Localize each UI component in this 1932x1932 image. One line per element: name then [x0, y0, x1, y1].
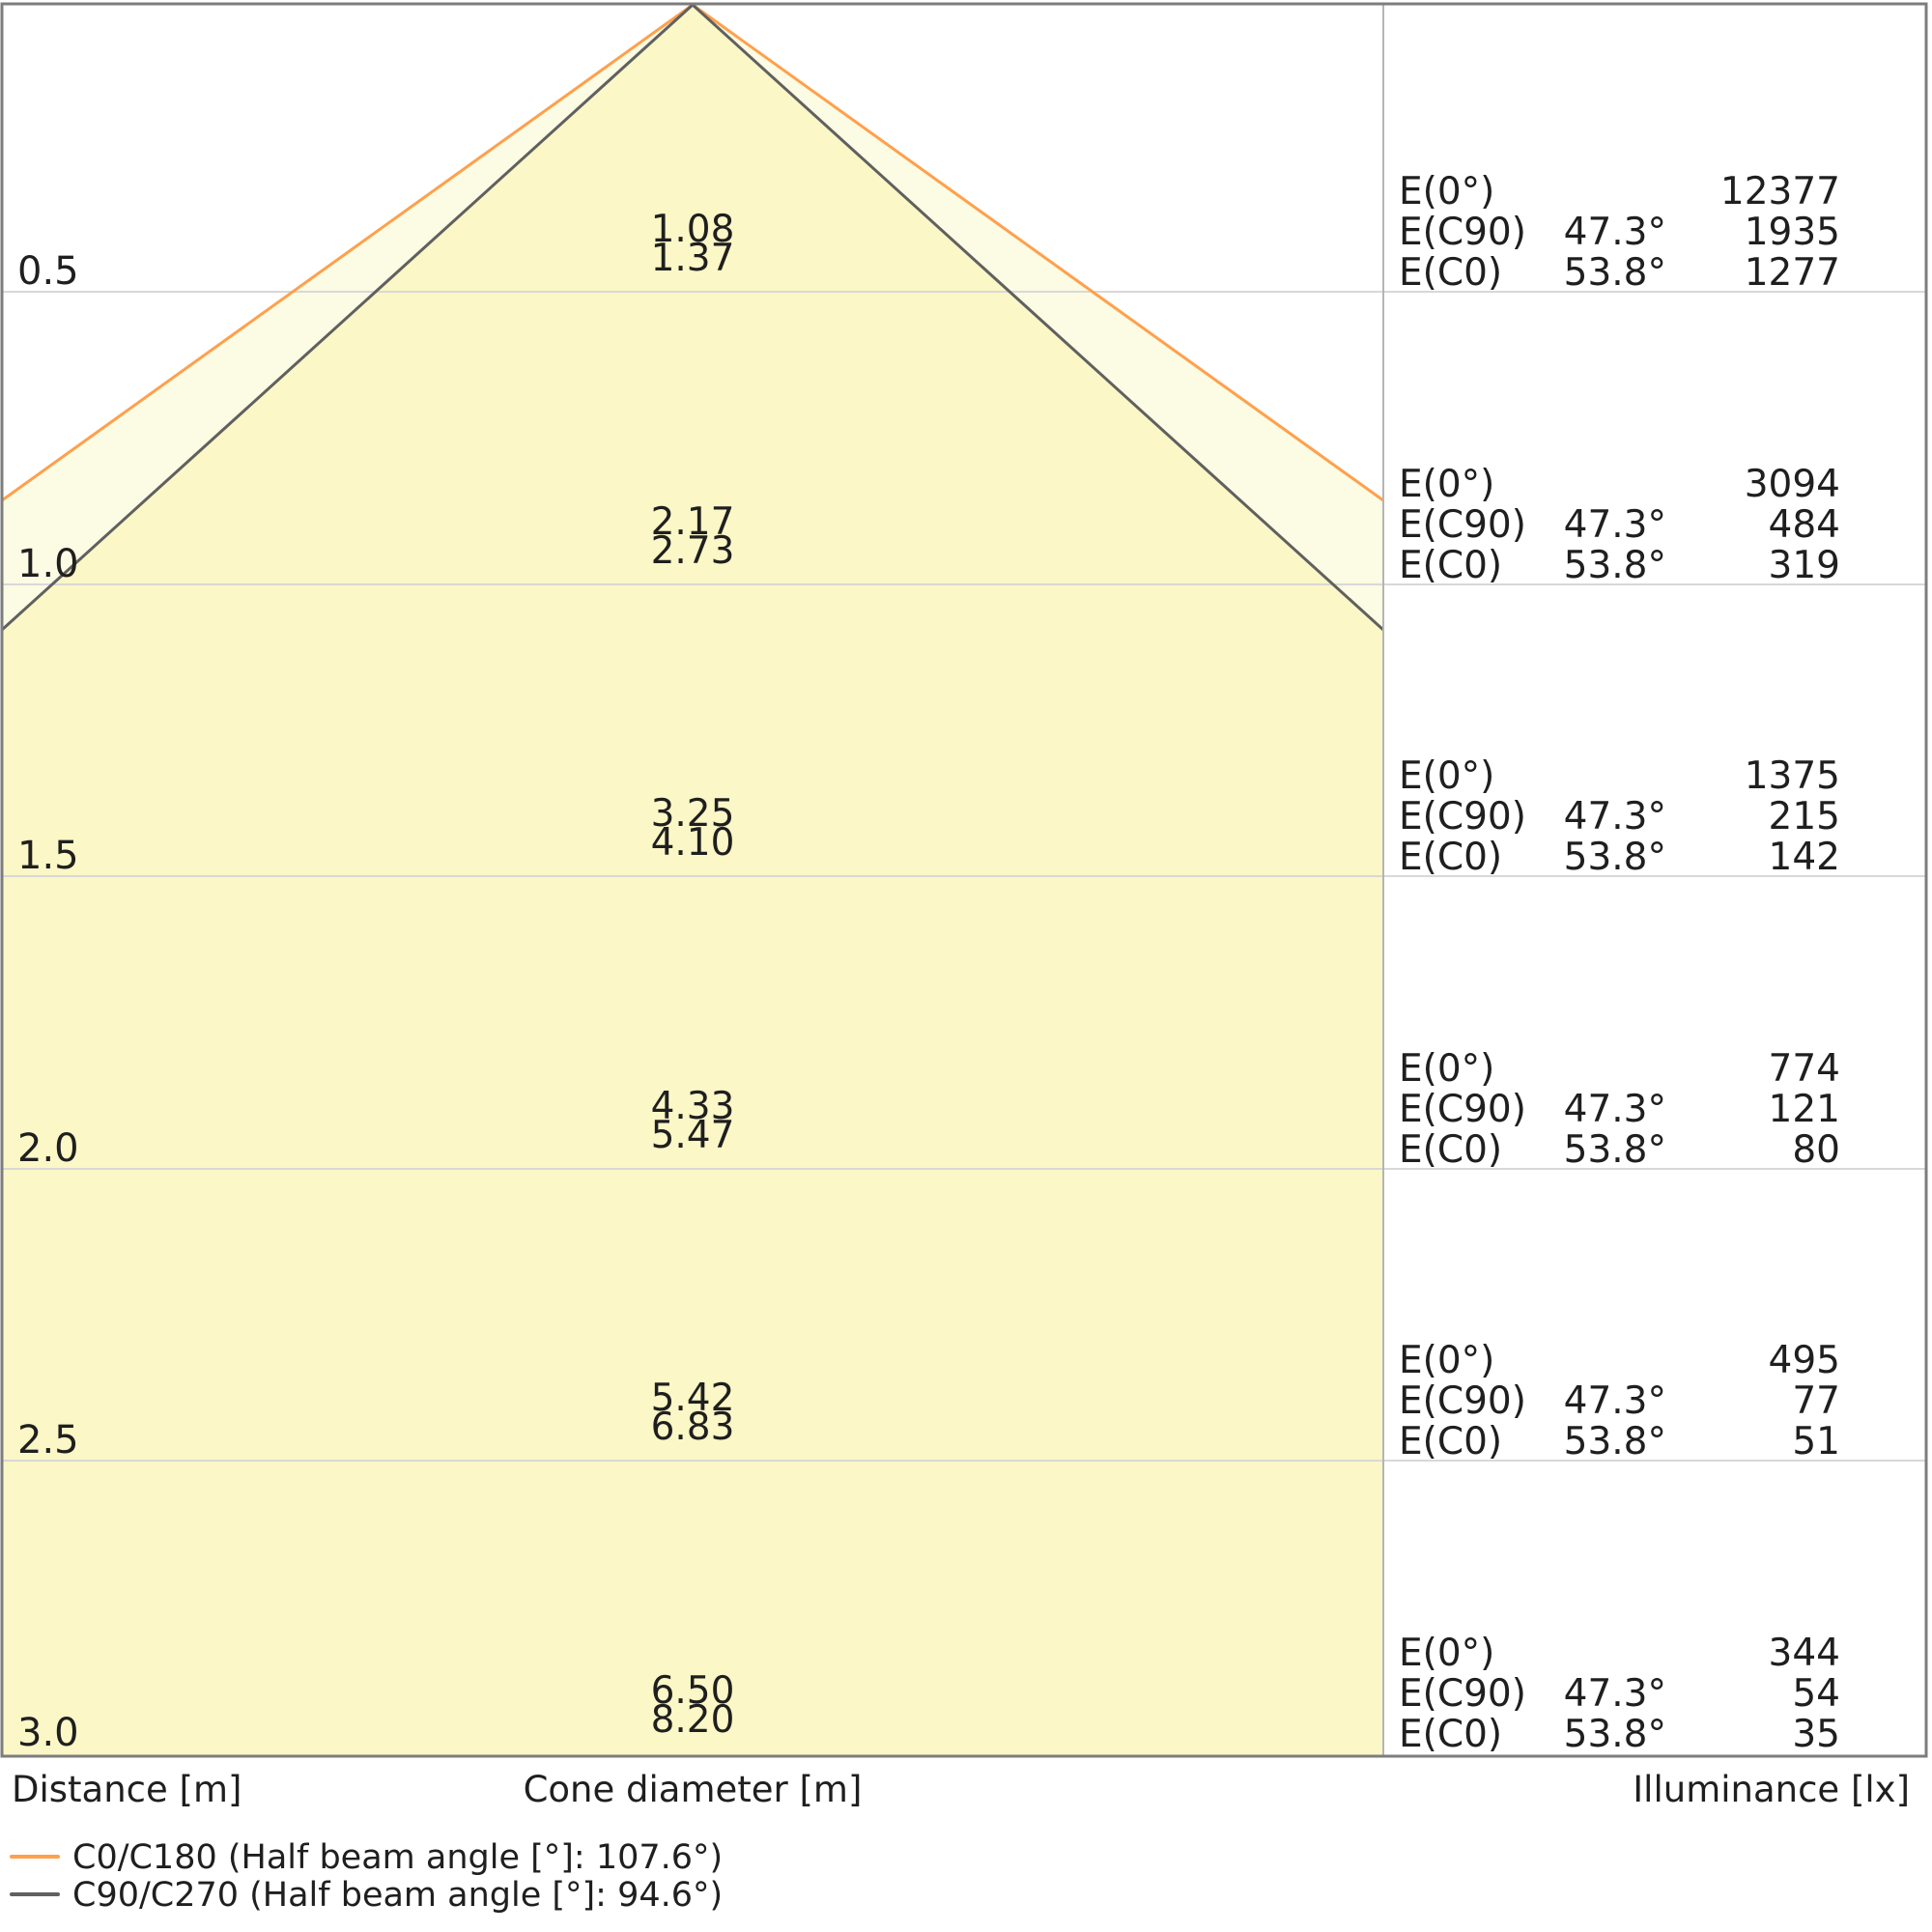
distance-label: 1.5	[17, 834, 79, 878]
cone-diameter-c90-label: 2.17	[650, 500, 735, 544]
ec0-angle: 53.8°	[1563, 1420, 1666, 1463]
cone-diameter-c90-label: 1.08	[650, 208, 735, 251]
e0-value: 1375	[1744, 754, 1840, 798]
e0-label: E(0°)	[1399, 1047, 1495, 1091]
cone-diameter-c0-label: 1.37	[650, 237, 735, 280]
e0-value: 495	[1768, 1339, 1840, 1382]
ec0-value: 1277	[1744, 251, 1840, 295]
c0-beam-lines	[1, 3, 1384, 502]
ec0-label: E(C0)	[1399, 544, 1503, 587]
distance-label: 2.0	[17, 1126, 79, 1171]
ec0-angle: 53.8°	[1563, 251, 1666, 295]
e0-value: 344	[1768, 1632, 1840, 1675]
cone-diameter-c90-label: 4.33	[650, 1085, 735, 1128]
e0-value: 3094	[1744, 463, 1840, 506]
cone-diameter-c0-label: 6.83	[650, 1406, 735, 1449]
c0-beam-line-left	[1, 3, 694, 502]
ec0-angle: 53.8°	[1563, 544, 1666, 587]
ec90-angle: 47.3°	[1563, 1672, 1666, 1716]
ec90-label: E(C90)	[1399, 795, 1526, 838]
cone-diameter-axis-label: Cone diameter [m]	[523, 1769, 863, 1810]
ec90-value: 54	[1792, 1672, 1840, 1716]
ec90-value: 77	[1792, 1379, 1840, 1423]
illuminance-block: E(0°) 12377 E(C90) 47.3° 1935 E(C0) 53.8° 127…	[1383, 168, 1927, 295]
ec90-value: 121	[1768, 1088, 1840, 1131]
e0-value: 774	[1768, 1047, 1840, 1091]
cone-diameter-c0-label: 8.20	[650, 1698, 735, 1742]
illuminance-block: E(0°) 1375 E(C90) 47.3° 215 E(C0) 53.8° 142	[1383, 753, 1927, 879]
legend-line-c0-icon	[10, 1855, 60, 1859]
distance-label: 2.5	[17, 1418, 79, 1463]
ec90-value: 1935	[1744, 211, 1840, 254]
legend-label-c90: C90/C270 (Half beam angle [°]: 94.6°)	[72, 1876, 724, 1915]
c90-beam-lines	[0, 3, 1385, 632]
cone-diameter-c90-label: 6.50	[650, 1669, 735, 1713]
e0-label: E(0°)	[1399, 1632, 1495, 1675]
ec90-value: 484	[1768, 503, 1840, 547]
ec90-angle: 47.3°	[1563, 503, 1666, 547]
illuminance-block: E(0°) 774 E(C90) 47.3° 121 E(C0) 53.8° 80	[1383, 1045, 1927, 1172]
ec0-value: 35	[1792, 1713, 1840, 1756]
distance-label: 3.0	[17, 1711, 79, 1755]
chart-border	[0, 2, 1928, 1758]
gridlines	[2, 291, 1927, 1462]
legend-line-c90-icon	[10, 1892, 60, 1896]
cone-diameter-c0-label: 5.47	[650, 1114, 735, 1157]
ec0-angle: 53.8°	[1563, 836, 1666, 879]
e0-label: E(0°)	[1399, 170, 1495, 213]
ec0-value: 142	[1768, 836, 1840, 879]
cone-diameter-c90-label: 5.42	[650, 1377, 735, 1420]
cone-diameter-c0-label: 2.73	[650, 529, 735, 573]
distance-label: 1.0	[17, 542, 79, 586]
ec90-angle: 47.3°	[1563, 1379, 1666, 1423]
distance-axis-label: Distance [m]	[12, 1769, 242, 1810]
ec90-label: E(C90)	[1399, 211, 1526, 254]
c90-beam-line-right	[691, 3, 1385, 632]
ec90-label: E(C90)	[1399, 1088, 1526, 1131]
cone-diameter-c90-label: 3.25	[650, 792, 735, 836]
ec90-angle: 47.3°	[1563, 1088, 1666, 1131]
ec90-angle: 47.3°	[1563, 795, 1666, 838]
c90-beam-line-left	[0, 3, 695, 632]
ec0-value: 319	[1768, 544, 1840, 587]
e0-label: E(0°)	[1399, 754, 1495, 798]
ec90-label: E(C90)	[1399, 503, 1526, 547]
ec0-label: E(C0)	[1399, 251, 1503, 295]
e0-label: E(0°)	[1399, 463, 1495, 506]
illuminance-block: E(0°) 3094 E(C90) 47.3° 484 E(C0) 53.8° 319	[1383, 461, 1927, 587]
ec90-angle: 47.3°	[1563, 211, 1666, 254]
illuminance-block: E(0°) 495 E(C90) 47.3° 77 E(C0) 53.8° 51	[1383, 1337, 1927, 1463]
ec0-angle: 53.8°	[1563, 1128, 1666, 1172]
ec0-label: E(C0)	[1399, 1420, 1503, 1463]
cone-diameter-c0-label: 4.10	[650, 821, 735, 865]
e0-label: E(0°)	[1399, 1339, 1495, 1382]
ec90-value: 215	[1768, 795, 1840, 838]
c90-beam-fill	[2, 5, 1383, 1756]
c0-beam-line-right	[692, 3, 1384, 502]
ec0-value: 80	[1792, 1128, 1840, 1172]
ec0-angle: 53.8°	[1563, 1713, 1666, 1756]
ec90-label: E(C90)	[1399, 1379, 1526, 1423]
ec0-value: 51	[1792, 1420, 1840, 1463]
ec0-label: E(C0)	[1399, 1713, 1503, 1756]
ec0-label: E(C0)	[1399, 1128, 1503, 1172]
ec0-label: E(C0)	[1399, 836, 1503, 879]
illuminance-axis-label: Illuminance [lx]	[1633, 1769, 1910, 1810]
e0-value: 12377	[1719, 170, 1840, 213]
legend-label-c0: C0/C180 (Half beam angle [°]: 107.6°)	[72, 1838, 724, 1877]
ec90-label: E(C90)	[1399, 1672, 1526, 1716]
illuminance-block: E(0°) 344 E(C90) 47.3° 54 E(C0) 53.8° 35	[1383, 1630, 1927, 1756]
distance-label: 0.5	[17, 249, 79, 294]
